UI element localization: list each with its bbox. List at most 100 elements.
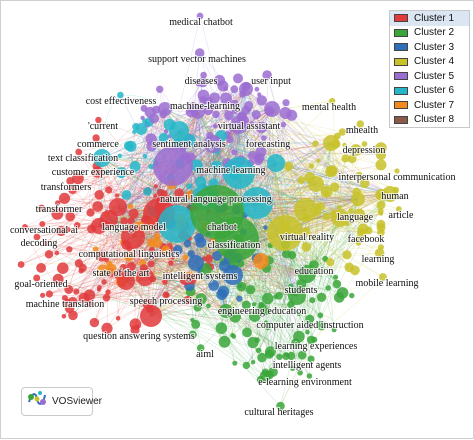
keyword-node[interactable]: [126, 261, 136, 272]
keyword-node[interactable]: [66, 246, 73, 253]
keyword-node[interactable]: [170, 255, 175, 260]
keyword-node[interactable]: [197, 89, 210, 102]
keyword-node[interactable]: [96, 264, 109, 277]
keyword-node[interactable]: [196, 12, 204, 20]
keyword-label[interactable]: language: [336, 211, 375, 224]
keyword-node[interactable]: [89, 317, 100, 328]
keyword-node[interactable]: [44, 250, 54, 259]
keyword-node[interactable]: [208, 280, 220, 291]
vosviewer-badge[interactable]: VOSviewer: [21, 387, 102, 416]
keyword-node[interactable]: [204, 135, 222, 153]
keyword-node[interactable]: [129, 318, 142, 331]
keyword-node[interactable]: [162, 291, 169, 299]
keyword-node[interactable]: [22, 224, 28, 230]
keyword-node[interactable]: [377, 208, 384, 215]
keyword-node[interactable]: [205, 274, 210, 280]
keyword-label[interactable]: e-learning environment: [257, 376, 353, 389]
keyword-node[interactable]: [331, 327, 337, 333]
keyword-node[interactable]: [128, 208, 139, 219]
keyword-node[interactable]: [308, 176, 324, 192]
keyword-node[interactable]: [297, 176, 306, 184]
keyword-node[interactable]: [253, 253, 269, 269]
keyword-node[interactable]: [337, 205, 342, 210]
keyword-label[interactable]: conversational ai: [9, 224, 79, 237]
keyword-node[interactable]: [312, 140, 319, 147]
keyword-label[interactable]: chatbot: [206, 221, 238, 234]
keyword-node[interactable]: [322, 212, 331, 221]
keyword-node[interactable]: [375, 142, 387, 154]
keyword-node[interactable]: [353, 208, 366, 221]
keyword-node[interactable]: [254, 86, 260, 92]
keyword-node[interactable]: [275, 291, 283, 300]
keyword-node[interactable]: [331, 209, 349, 227]
keyword-label[interactable]: article: [388, 209, 416, 222]
keyword-node[interactable]: [316, 320, 327, 331]
keyword-node[interactable]: [83, 289, 96, 302]
keyword-node[interactable]: [55, 200, 61, 206]
keyword-node[interactable]: [190, 159, 203, 172]
keyword-node[interactable]: [251, 110, 261, 120]
keyword-label[interactable]: decoding: [20, 237, 59, 250]
keyword-node[interactable]: [45, 290, 54, 298]
keyword-node[interactable]: [395, 206, 402, 212]
keyword-node[interactable]: [251, 302, 257, 307]
keyword-node[interactable]: [302, 227, 311, 235]
legend-item-cluster-1[interactable]: Cluster 1: [390, 11, 469, 26]
keyword-label[interactable]: text classification: [47, 152, 119, 165]
keyword-node[interactable]: [242, 361, 251, 370]
keyword-node[interactable]: [301, 242, 312, 252]
keyword-node[interactable]: [288, 283, 294, 289]
keyword-node[interactable]: [57, 262, 69, 275]
keyword-node[interactable]: [223, 157, 255, 189]
keyword-node[interactable]: [316, 201, 325, 211]
keyword-node[interactable]: [230, 116, 248, 134]
keyword-node[interactable]: [230, 99, 239, 108]
keyword-node[interactable]: [156, 85, 164, 94]
keyword-node[interactable]: [236, 295, 243, 302]
keyword-node[interactable]: [188, 255, 204, 271]
keyword-node[interactable]: [172, 245, 183, 255]
keyword-node[interactable]: [250, 360, 256, 365]
keyword-node[interactable]: [58, 192, 71, 204]
keyword-label[interactable]: medical chatbot: [168, 16, 234, 29]
keyword-node[interactable]: [36, 263, 46, 273]
keyword-label[interactable]: mental health: [301, 101, 357, 114]
keyword-node[interactable]: [197, 77, 208, 88]
keyword-node[interactable]: [241, 300, 251, 310]
keyword-node[interactable]: [101, 279, 107, 285]
legend-item-cluster-6[interactable]: Cluster 6: [390, 84, 469, 99]
keyword-node[interactable]: [289, 365, 296, 371]
keyword-node[interactable]: [183, 239, 192, 248]
keyword-node[interactable]: [75, 148, 83, 156]
keyword-node[interactable]: [153, 193, 158, 198]
keyword-node[interactable]: [72, 172, 84, 185]
keyword-node[interactable]: [241, 187, 273, 219]
keyword-node[interactable]: [61, 314, 67, 319]
keyword-node[interactable]: [255, 347, 262, 354]
keyword-node[interactable]: [332, 279, 342, 289]
keyword-node[interactable]: [93, 149, 111, 167]
keyword-node[interactable]: [68, 185, 77, 195]
keyword-node[interactable]: [333, 274, 339, 280]
keyword-node[interactable]: [223, 265, 243, 285]
keyword-node[interactable]: [209, 92, 221, 104]
keyword-node[interactable]: [163, 129, 169, 134]
keyword-label[interactable]: computational linguistics: [78, 248, 181, 261]
keyword-node[interactable]: [200, 71, 207, 79]
keyword-node[interactable]: [195, 237, 207, 248]
keyword-node[interactable]: [279, 107, 292, 119]
keyword-node[interactable]: [74, 259, 84, 268]
keyword-node[interactable]: [258, 141, 264, 146]
keyword-node[interactable]: [325, 285, 332, 291]
keyword-node[interactable]: [124, 252, 134, 262]
legend-item-cluster-5[interactable]: Cluster 5: [390, 69, 469, 84]
keyword-node[interactable]: [33, 274, 41, 282]
keyword-node[interactable]: [219, 304, 233, 318]
keyword-label[interactable]: natural language processing: [159, 193, 273, 206]
keyword-node[interactable]: [288, 287, 306, 305]
keyword-node[interactable]: [204, 254, 213, 263]
keyword-node[interactable]: [160, 245, 171, 256]
keyword-node[interactable]: [121, 190, 132, 200]
keyword-node[interactable]: [86, 208, 95, 217]
keyword-label[interactable]: cost effectiveness: [85, 95, 158, 108]
